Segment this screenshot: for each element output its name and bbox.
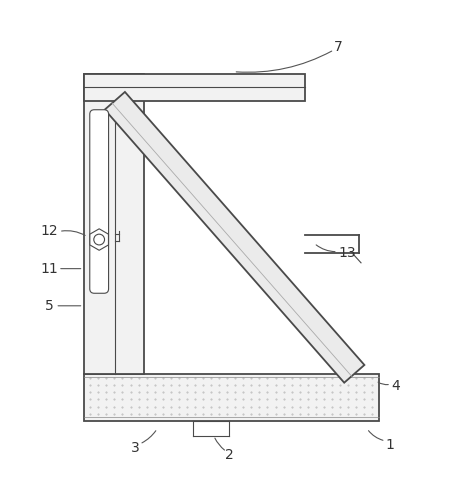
Polygon shape (105, 92, 365, 383)
Text: 7: 7 (334, 40, 343, 54)
Polygon shape (90, 229, 109, 250)
Text: 13: 13 (339, 246, 356, 260)
Text: 12: 12 (40, 224, 58, 238)
Text: 1: 1 (386, 437, 395, 452)
Polygon shape (84, 74, 305, 101)
Text: 11: 11 (40, 261, 58, 276)
Text: 5: 5 (44, 299, 53, 313)
Polygon shape (84, 74, 144, 374)
Polygon shape (84, 374, 379, 421)
Text: 3: 3 (131, 441, 139, 455)
FancyBboxPatch shape (90, 110, 109, 293)
Text: 4: 4 (391, 379, 400, 393)
Circle shape (94, 234, 105, 245)
Text: 2: 2 (224, 448, 233, 462)
